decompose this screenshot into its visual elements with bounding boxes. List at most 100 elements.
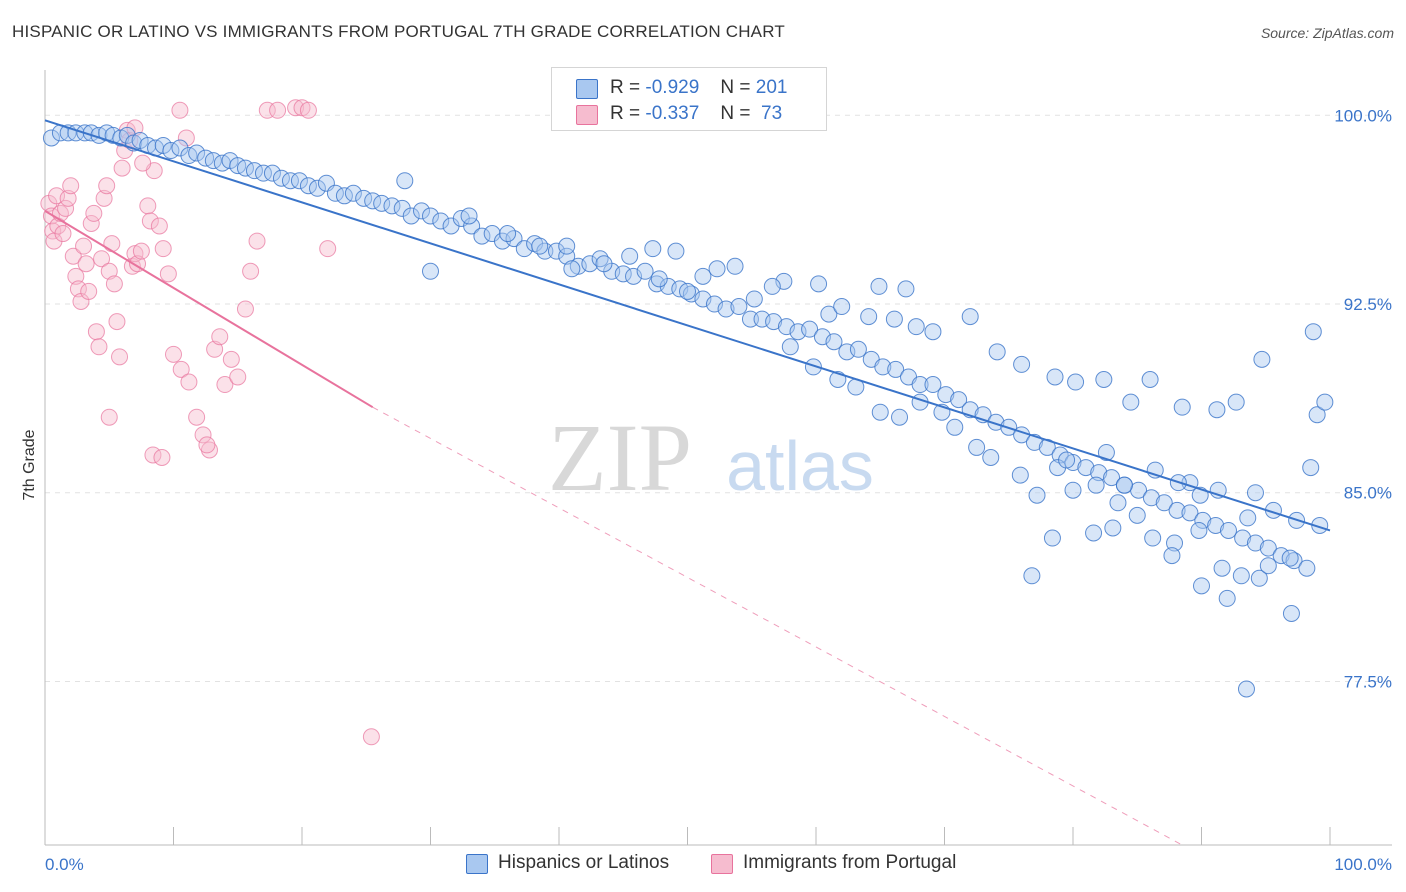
data-point-portugal — [242, 262, 260, 280]
data-point-hispanic — [897, 280, 915, 298]
data-point-portugal — [299, 101, 317, 119]
data-point-hispanic — [1155, 494, 1173, 512]
data-point-hispanic — [1259, 557, 1277, 575]
data-point-portugal — [269, 101, 287, 119]
data-point-portugal — [248, 232, 266, 250]
y-tick-label: 92.5% — [1344, 295, 1392, 314]
data-point-hispanic — [1213, 559, 1231, 577]
data-point-portugal — [134, 154, 152, 172]
data-point-hispanic — [1218, 589, 1236, 607]
data-point-portugal — [59, 189, 77, 207]
data-point-hispanic — [982, 449, 1000, 466]
data-point-hispanic — [860, 308, 878, 326]
data-point-hispanic — [1067, 373, 1085, 391]
data-point-hispanic — [667, 242, 685, 260]
data-point-hispanic — [1194, 511, 1212, 529]
data-point-hispanic — [1193, 577, 1210, 595]
data-point-hispanic — [1046, 368, 1064, 386]
data-point-portugal — [54, 225, 72, 243]
data-point-hispanic — [924, 376, 942, 394]
data-point-hispanic — [1253, 350, 1271, 368]
data-point-portugal — [229, 368, 247, 386]
legend-label-portugal: Immigrants from Portugal — [743, 852, 957, 873]
data-point-hispanic — [396, 172, 414, 190]
data-point-hispanic — [1095, 370, 1113, 388]
data-point-hispanic — [1087, 476, 1105, 494]
data-point-portugal — [200, 441, 218, 459]
data-point-hispanic — [907, 318, 925, 336]
data-point-hispanic — [402, 207, 420, 225]
data-point-hispanic — [1144, 529, 1162, 547]
grid-lines — [45, 114, 1392, 682]
data-point-hispanic — [558, 247, 576, 265]
data-point-hispanic — [263, 164, 281, 182]
data-point-hispanic — [870, 277, 888, 295]
data-point-hispanic — [833, 298, 851, 316]
data-point-hispanic — [636, 262, 654, 280]
x-tick-label: 100.0% — [1334, 855, 1392, 874]
data-point-hispanic — [463, 217, 481, 235]
data-point-hispanic — [745, 290, 763, 308]
data-point-hispanic — [1232, 567, 1250, 585]
data-point-hispanic — [595, 255, 613, 273]
data-point-portugal — [98, 177, 116, 195]
data-point-hispanic — [1237, 680, 1255, 698]
data-point-portugal — [153, 449, 171, 466]
legend-n-label: N = — [720, 77, 751, 98]
data-point-hispanic — [810, 275, 828, 293]
data-point-hispanic — [531, 237, 549, 255]
data-point-hispanic — [558, 237, 576, 255]
y-tick-label: 85.0% — [1344, 484, 1392, 503]
data-point-portugal — [100, 408, 118, 426]
data-point-hispanic — [1282, 605, 1300, 623]
data-point-hispanic — [473, 227, 491, 245]
data-point-hispanic — [968, 438, 986, 456]
data-point-hispanic — [1141, 370, 1159, 388]
data-point-hispanic — [422, 207, 439, 225]
data-point-portugal — [206, 340, 224, 358]
data-point-hispanic — [781, 338, 799, 356]
data-point-hispanic — [1115, 476, 1133, 494]
legend-r-value: -0.337 — [645, 103, 700, 124]
data-point-hispanic — [1173, 398, 1191, 416]
data-point-hispanic — [1259, 539, 1277, 557]
data-point-hispanic — [1208, 401, 1226, 419]
watermark-atlas: atlas — [726, 427, 874, 505]
data-point-hispanic — [961, 308, 979, 326]
data-point-portugal — [90, 338, 108, 356]
x-tick-label: 0.0% — [45, 855, 84, 874]
data-point-portugal — [103, 235, 121, 253]
data-point-hispanic — [1142, 489, 1160, 507]
tick-labels: 100.0% 92.5% 85.0% 77.5% 0.0% 100.0% — [45, 106, 1392, 874]
data-point-hispanic — [383, 197, 401, 215]
data-point-hispanic — [1064, 481, 1082, 499]
series-hispanics-or-latinos — [42, 124, 1334, 698]
data-point-hispanic — [614, 265, 632, 283]
data-point-portugal — [198, 436, 216, 454]
data-point-hispanic — [536, 242, 554, 260]
data-point-hispanic — [679, 282, 696, 300]
data-point-hispanic — [946, 418, 964, 436]
data-point-hispanic — [726, 257, 744, 275]
data-point-hispanic — [1028, 486, 1046, 504]
legend-swatch-pink — [711, 854, 733, 874]
data-point-hispanic — [1011, 466, 1029, 484]
data-point-hispanic — [871, 403, 889, 421]
data-point-hispanic — [650, 270, 668, 288]
data-point-hispanic — [1308, 406, 1326, 424]
data-point-hispanic — [254, 164, 272, 182]
data-point-hispanic — [1023, 567, 1041, 585]
data-point-portugal — [87, 323, 105, 341]
data-point-hispanic — [765, 313, 783, 331]
data-point-hispanic — [849, 340, 867, 358]
data-point-hispanic — [717, 300, 735, 318]
data-point-hispanic — [1104, 519, 1122, 537]
data-point-portugal — [139, 197, 157, 215]
data-point-hispanic — [988, 343, 1006, 361]
axes — [44, 70, 1392, 846]
watermark-zip: ZIP — [548, 404, 692, 511]
data-point-portugal — [62, 177, 80, 195]
data-point-hispanic — [1077, 459, 1095, 477]
data-point-portugal — [85, 204, 103, 222]
data-point-portugal — [105, 275, 123, 293]
